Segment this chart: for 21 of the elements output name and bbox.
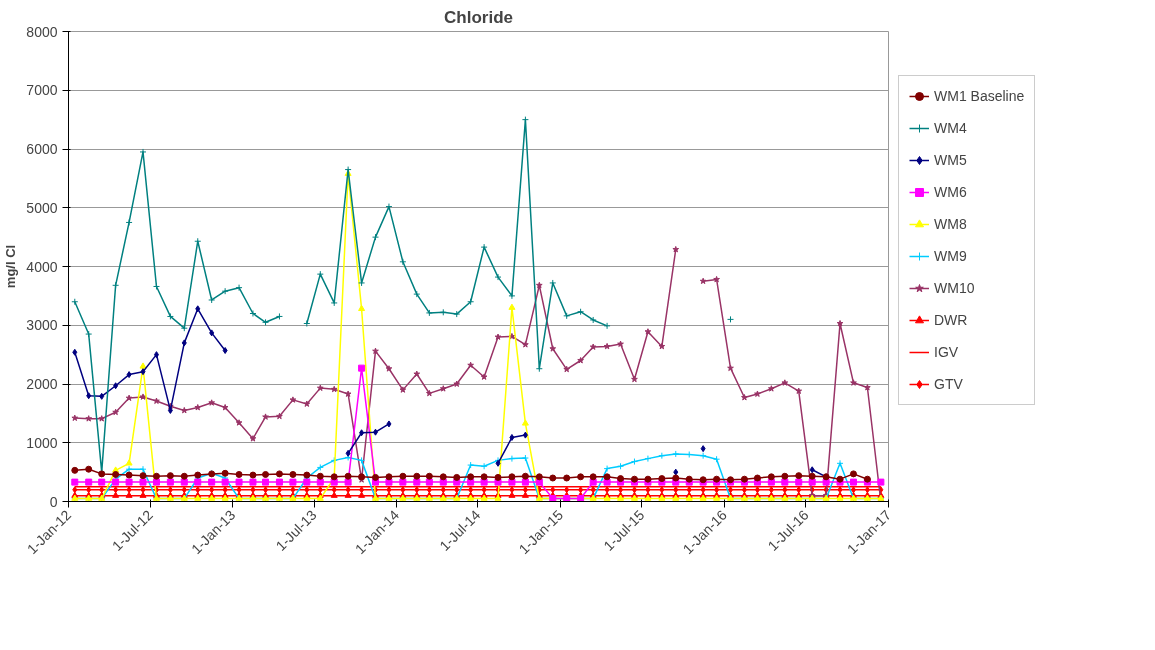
y-tick-label: 1000 — [26, 434, 58, 451]
legend-label: WM5 — [934, 151, 967, 168]
legend-label: WM9 — [934, 247, 967, 264]
legend-label: WM10 — [934, 279, 975, 296]
legend-label: IGV — [934, 343, 959, 360]
y-tick-label: 0 — [49, 493, 58, 510]
legend-label: WM8 — [934, 215, 967, 232]
legend-label: WM4 — [934, 119, 967, 136]
y-tick-label: 7000 — [26, 82, 58, 99]
y-axis-title: mg/l Cl — [3, 244, 19, 289]
y-tick-label: 3000 — [26, 317, 58, 334]
y-tick-label: 6000 — [26, 141, 58, 157]
legend-label: DWR — [934, 311, 968, 328]
chart-title: Chloride — [444, 7, 513, 27]
y-tick-label: 5000 — [26, 199, 58, 216]
legend-label: WM1 Baseline — [934, 87, 1025, 104]
y-tick-label: 4000 — [26, 258, 58, 275]
y-tick-label: 2000 — [26, 376, 58, 392]
legend-label: GTV — [934, 375, 963, 392]
legend-label: WM6 — [934, 183, 967, 200]
y-tick-label: 8000 — [26, 23, 58, 40]
